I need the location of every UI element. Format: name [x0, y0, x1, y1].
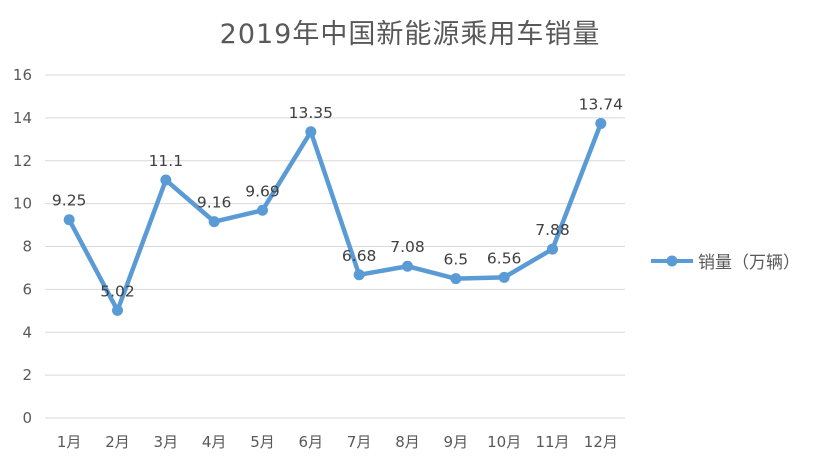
data-label: 7.88	[535, 221, 570, 239]
x-tick-label: 3月	[154, 433, 179, 451]
y-tick-label: 10	[13, 195, 32, 213]
data-point[interactable]	[160, 174, 172, 186]
data-label: 13.35	[289, 104, 333, 122]
line-marker-icon	[651, 255, 693, 266]
y-tick-label: 8	[22, 238, 32, 256]
y-tick-label: 0	[22, 409, 32, 427]
chart-title: 2019年中国新能源乘用车销量	[219, 19, 601, 50]
y-tick-label: 14	[13, 109, 32, 127]
x-tick-label: 8月	[395, 433, 420, 451]
x-tick-label: 10月	[487, 433, 521, 451]
y-tick-label: 16	[13, 66, 32, 84]
data-point[interactable]	[208, 216, 220, 228]
x-tick-label: 4月	[202, 433, 227, 451]
data-label: 5.02	[100, 282, 135, 300]
x-tick-label: 12月	[584, 433, 618, 451]
data-label: 11.1	[149, 152, 184, 170]
x-tick-label: 2月	[105, 433, 130, 451]
data-point[interactable]	[547, 243, 558, 255]
y-tick-label: 2	[22, 366, 32, 384]
y-tick-label: 6	[22, 280, 32, 298]
data-point[interactable]	[498, 271, 510, 283]
series-line	[66, 121, 604, 313]
x-tick-label: 1月	[57, 433, 82, 451]
plot-area: 0 2 4 6 8 10 12 14 16 1月 2月 3月 4月 5月 6月 7月 8月 9月 10月 11月 12月…	[13, 66, 625, 451]
data-point[interactable]	[112, 304, 123, 316]
data-point[interactable]	[63, 214, 75, 226]
data-label: 6.68	[342, 247, 377, 265]
data-label: 9.69	[245, 182, 280, 200]
x-tick-label: 5月	[250, 433, 275, 451]
x-tick-label: 6月	[299, 433, 324, 451]
x-tick-label: 7月	[347, 433, 372, 451]
data-label: 9.16	[197, 194, 232, 212]
data-point[interactable]	[595, 117, 607, 129]
data-point[interactable]	[305, 126, 317, 138]
data-label: 7.08	[390, 238, 425, 256]
y-tick-label: 12	[13, 152, 32, 170]
x-tick-label: 9月	[444, 433, 469, 451]
data-label: 13.74	[579, 95, 623, 113]
data-point[interactable]	[450, 273, 462, 285]
data-label: 9.25	[52, 192, 87, 210]
data-label: 6.5	[444, 251, 469, 269]
x-tick-label: 11月	[535, 433, 569, 451]
legend-label: 销量（万辆）	[698, 253, 800, 273]
data-label: 6.56	[487, 249, 522, 267]
data-point[interactable]	[257, 204, 268, 216]
y-tick-label: 4	[22, 323, 32, 341]
data-point[interactable]	[402, 260, 413, 272]
legend[interactable]: 销量（万辆）	[650, 248, 800, 273]
data-point[interactable]	[353, 269, 365, 281]
